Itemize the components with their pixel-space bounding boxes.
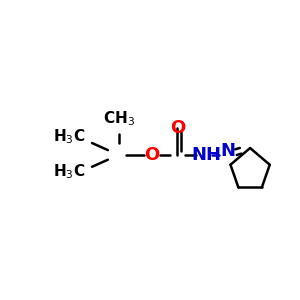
Text: O: O <box>144 146 160 164</box>
Text: O: O <box>170 119 185 137</box>
Text: H$_3$C: H$_3$C <box>53 127 86 146</box>
Text: N: N <box>220 142 235 160</box>
Text: H$_3$C: H$_3$C <box>53 162 86 181</box>
Text: NH: NH <box>191 146 221 164</box>
Text: CH$_3$: CH$_3$ <box>103 109 135 128</box>
